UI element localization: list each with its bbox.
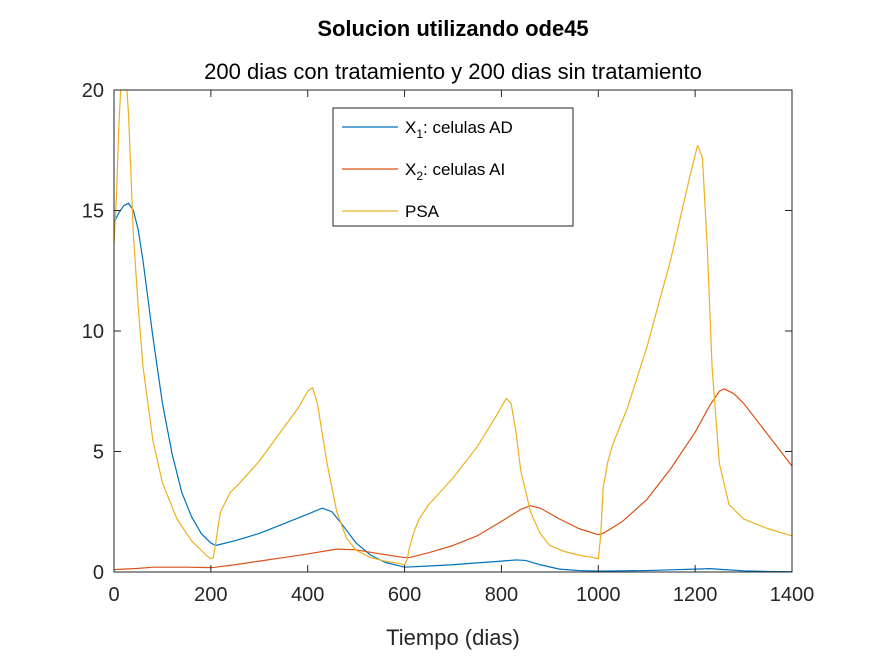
chart-subtitle: 200 dias con tratamiento y 200 dias sin … — [204, 59, 702, 84]
x-tick-label: 600 — [388, 584, 421, 606]
series-line-1 — [114, 202, 792, 572]
legend-label-2: X2: celulas AI — [405, 160, 505, 183]
x-axis-label: Tiempo (dias) — [386, 625, 520, 650]
legend-label-1: X1: celulas AD — [405, 118, 513, 141]
y-tick-label: 15 — [82, 201, 104, 223]
x-tick-label: 1000 — [576, 584, 621, 606]
legend-entries: X1: celulas AD X2: celulas AI PSA — [342, 118, 513, 221]
x-tick-label: 400 — [291, 584, 324, 606]
y-axis: 0 5 10 15 20 — [82, 80, 792, 584]
y-tick-label: 0 — [93, 562, 104, 584]
series-layer — [114, 90, 792, 572]
x-tick-label: 200 — [194, 584, 227, 606]
legend-label-3: PSA — [405, 202, 440, 221]
legend: X1: celulas AD X2: celulas AI PSA — [332, 107, 574, 227]
x-axis: 0 200 400 600 800 1000 1200 1400 — [108, 90, 814, 606]
series-line-3 — [114, 90, 792, 566]
x-tick-label: 1200 — [673, 584, 718, 606]
x-tick-label: 0 — [108, 584, 119, 606]
x-tick-label: 1400 — [770, 584, 815, 606]
y-tick-label: 5 — [93, 442, 104, 464]
x-tick-label: 800 — [485, 584, 518, 606]
series-line-2 — [114, 388, 792, 571]
chart-title: Solucion utilizando ode45 — [317, 16, 588, 41]
y-tick-label: 20 — [82, 80, 104, 102]
legend-box — [332, 107, 574, 227]
y-tick-label: 10 — [82, 321, 104, 343]
